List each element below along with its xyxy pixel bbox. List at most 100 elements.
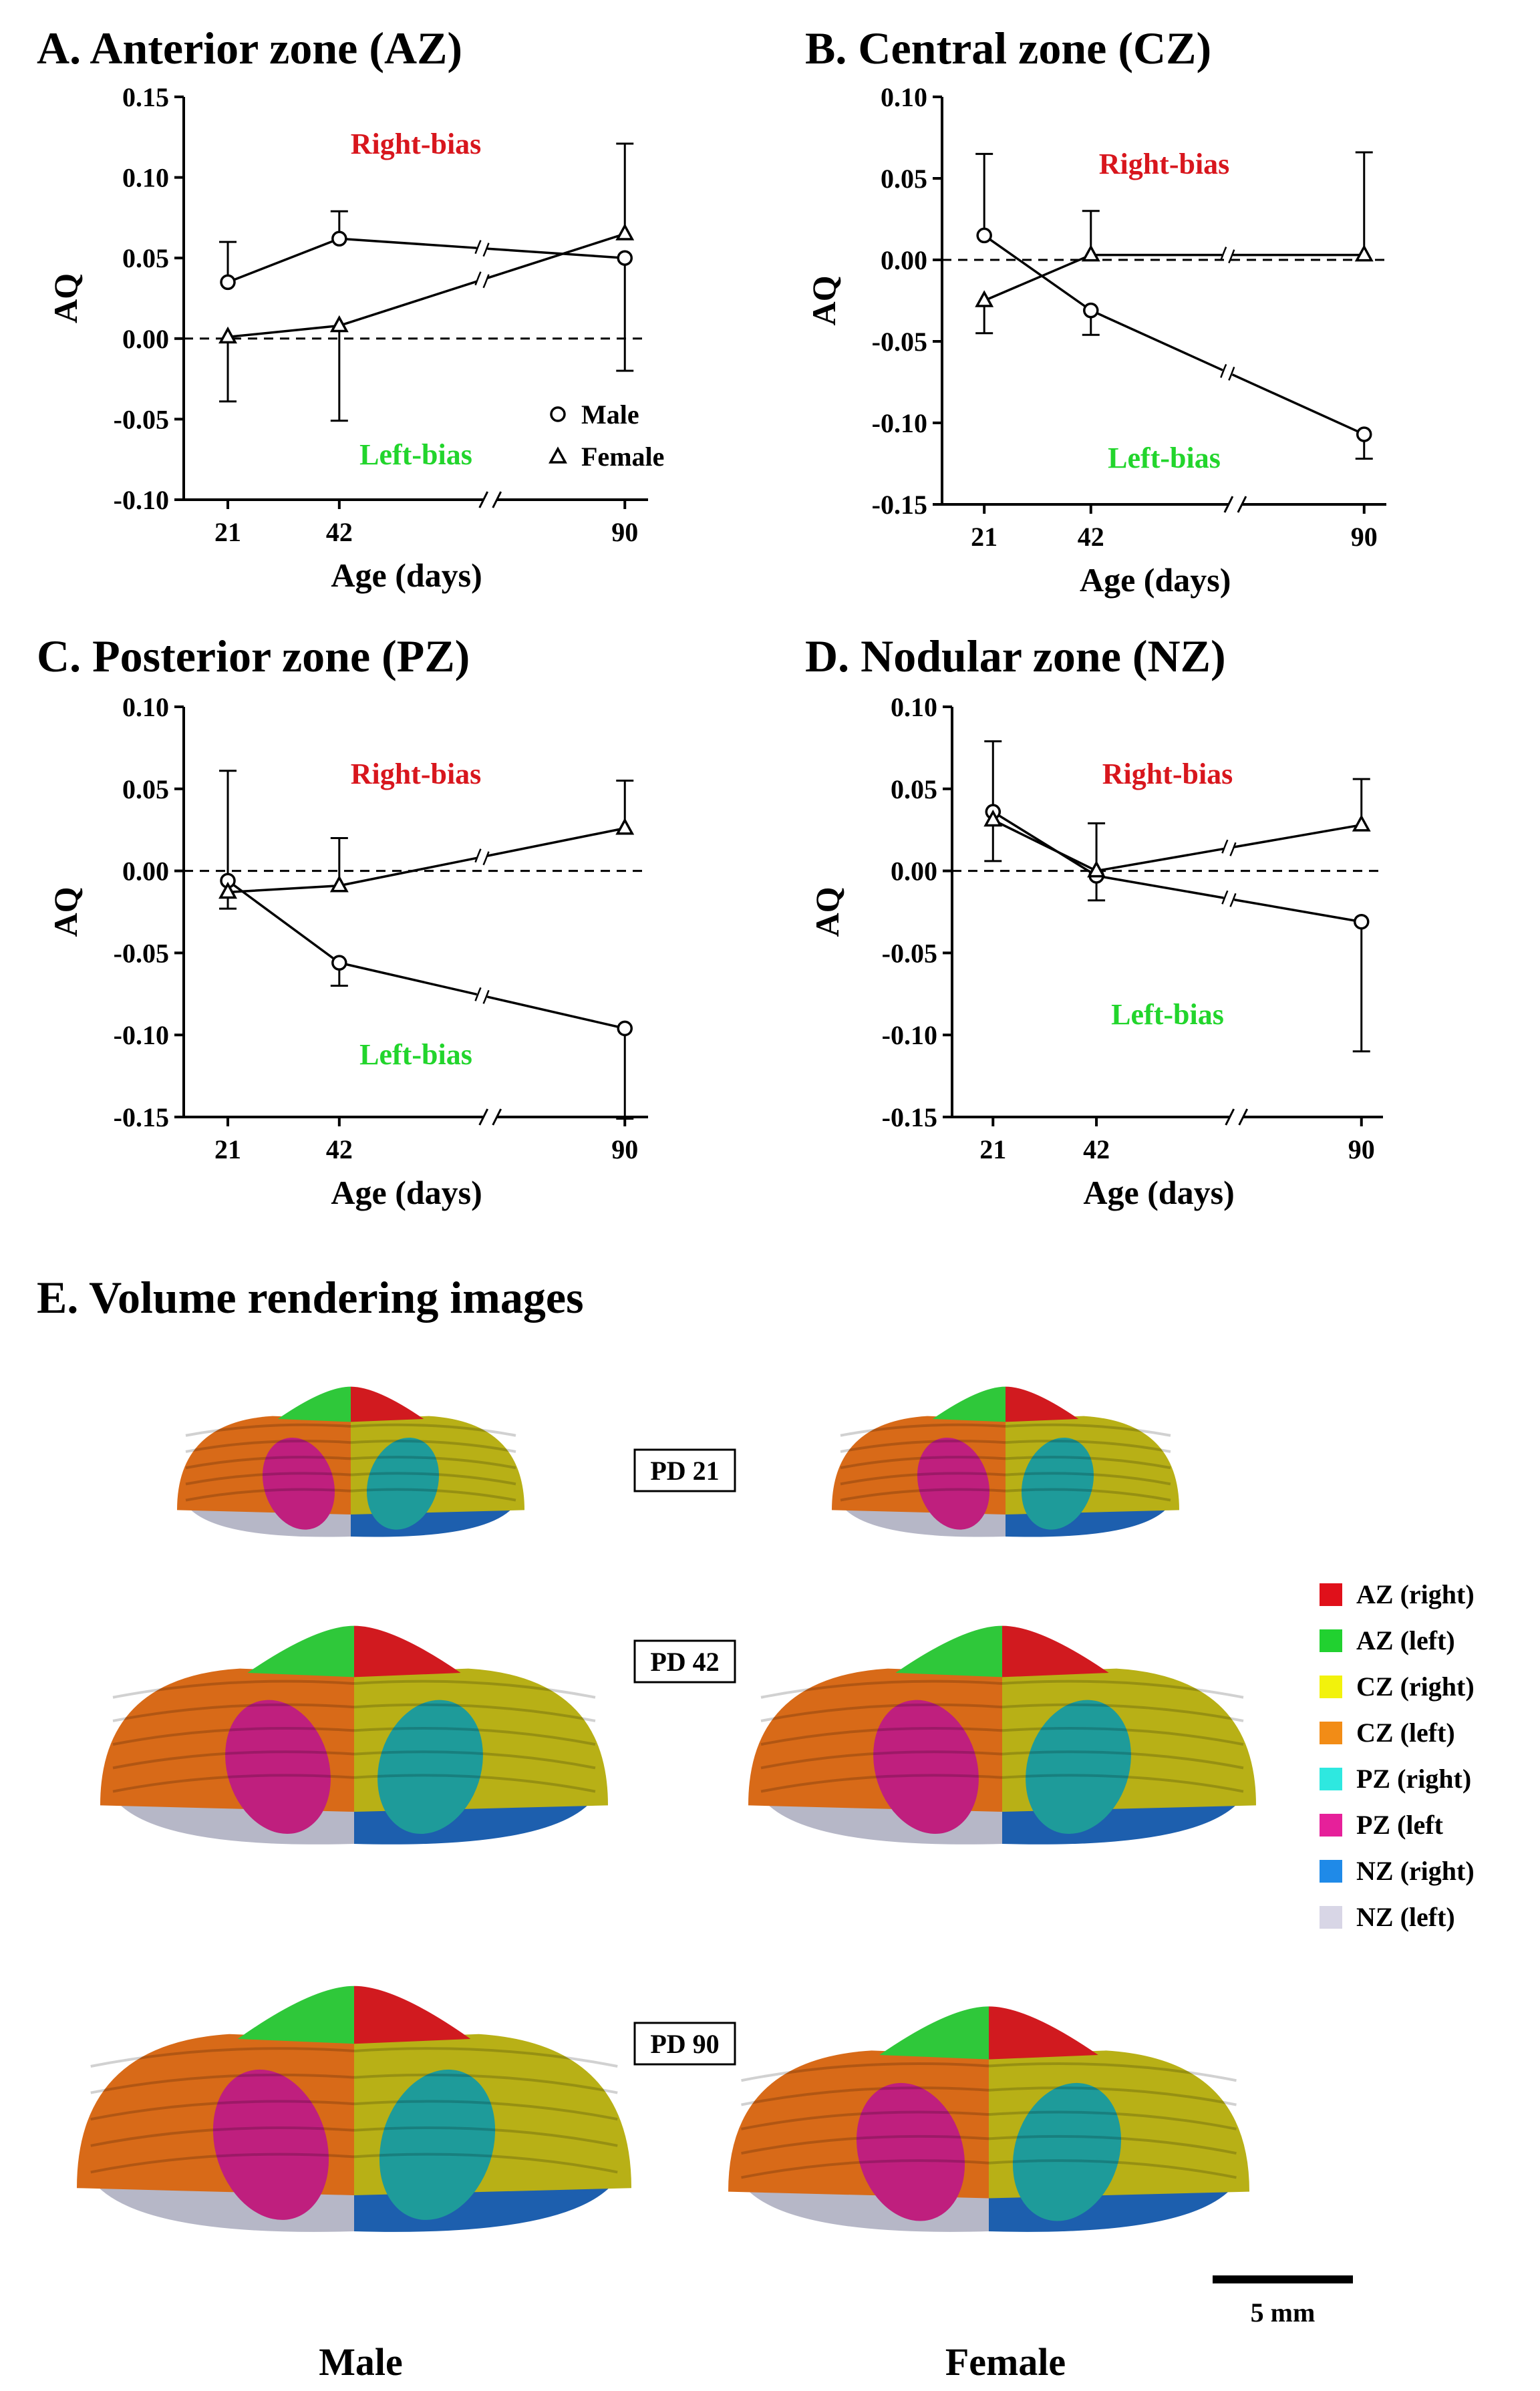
x-tick-label: 90 [1348, 1134, 1375, 1164]
y-tick-label: -0.15 [882, 1102, 937, 1132]
folia-line [185, 1439, 351, 1453]
x-axis-title: Age (days) [331, 556, 482, 594]
series-female [975, 151, 1374, 335]
x-tick-label: 21 [979, 1134, 1006, 1164]
folia-line [353, 2126, 618, 2147]
folia-line [353, 2047, 618, 2068]
series-line [227, 237, 477, 284]
folia-line [353, 2153, 618, 2174]
data-point-male [617, 250, 633, 266]
axis-break-mark [478, 1108, 502, 1126]
folia-line [1002, 1680, 1244, 1699]
legend-marker-male [550, 406, 566, 422]
right-bias-label: Right-bias [1102, 758, 1233, 790]
folia-line [185, 1488, 351, 1502]
data-point-male [220, 274, 236, 291]
x-tick-label: 90 [611, 1134, 638, 1164]
data-point-male [976, 227, 992, 244]
legend-label: NZ (right) [1356, 1856, 1475, 1886]
legend-label: AZ (left) [1356, 1625, 1455, 1655]
region-pz-left [225, 1700, 331, 1834]
region-az-right [989, 2006, 1098, 2060]
folia-line [353, 1727, 596, 1746]
left-bias-label: Left-bias [359, 438, 472, 471]
data-point-female [983, 809, 1003, 827]
legend-marker-female [549, 446, 567, 464]
x-tick-label: 21 [214, 1134, 241, 1164]
volume-renders [77, 1386, 1256, 2232]
y-tick-label: 0.15 [122, 82, 169, 112]
folia-line [840, 1472, 1006, 1486]
x-tick-label: 90 [1351, 522, 1378, 552]
legend-swatch [1320, 1768, 1342, 1790]
legend-label-male: Male [581, 400, 639, 430]
folia-line [112, 1703, 355, 1722]
series-line [226, 879, 478, 996]
pd-label-90: PD 90 [633, 2022, 736, 2066]
chart-title: C. Posterior zone (PZ) [37, 631, 470, 681]
folia-line [741, 2062, 989, 2082]
series-line [1233, 898, 1362, 923]
folia-line [760, 1680, 1003, 1699]
series-female [218, 142, 635, 422]
folia-line [1002, 1703, 1244, 1722]
x-tick-label: 42 [1083, 1134, 1110, 1164]
y-tick-label: 0.00 [122, 324, 169, 354]
series-line [487, 247, 625, 259]
y-tick-label: -0.10 [882, 1020, 937, 1050]
region-az-right [1002, 1625, 1109, 1678]
region-pz-right [366, 1437, 440, 1530]
legend-swatch [1320, 1629, 1342, 1652]
folia-line [741, 2086, 989, 2106]
line-charts: A. Anterior zone (AZ) 0.15 0.10 0.05 0.00 -0.… [37, 23, 1386, 1211]
pd-label-text: PD 90 [650, 2029, 719, 2059]
chart-legend: Male Female [549, 400, 664, 472]
data-point-male [1354, 913, 1370, 930]
folia-line [90, 2126, 355, 2147]
data-point-female [218, 881, 237, 899]
line-break-mark [1220, 247, 1235, 264]
region-az-right [354, 1985, 471, 2044]
legend-label: CZ (left) [1356, 1718, 1455, 1748]
data-point-female [615, 818, 635, 835]
pd-label-text: PD 21 [650, 1456, 719, 1486]
region-az-left [277, 1386, 351, 1422]
y-tick-label: -0.10 [114, 485, 169, 515]
y-tick-label: 0.05 [891, 774, 937, 804]
folia-line [112, 1727, 355, 1746]
region-pz-left [262, 1437, 335, 1530]
legend-swatch [1320, 1676, 1342, 1698]
line-break-mark [1220, 363, 1235, 381]
legend-label-female: Female [581, 442, 664, 472]
region-pz-left [856, 2082, 965, 2221]
cerebellum-render [77, 1985, 631, 2232]
data-point-male [1083, 302, 1099, 319]
folia-line [350, 1456, 516, 1470]
y-axis-title: AQ [808, 887, 846, 937]
folia-line [353, 1680, 596, 1699]
legend-swatch [1320, 1583, 1342, 1606]
y-tick-label: -0.10 [872, 408, 927, 438]
region-pz-right [1026, 1700, 1131, 1834]
folia-line [1002, 1774, 1244, 1793]
series-line [992, 818, 1224, 872]
series-line [1231, 373, 1365, 436]
folia-line [1002, 1750, 1244, 1770]
region-az-right [354, 1625, 461, 1678]
data-point-female [1354, 245, 1374, 262]
region-az-right [351, 1386, 424, 1422]
chart-D: D. Nodular zone (NZ) 0.10 0.05 0.00 -0.05 -0.… [805, 631, 1383, 1211]
x-axis-title: Age (days) [1083, 1174, 1234, 1211]
legend-swatch [1320, 1722, 1342, 1744]
folia-line [741, 2134, 989, 2155]
legend-swatch [1320, 1860, 1342, 1883]
series-female [983, 778, 1371, 878]
y-tick-label: 0.00 [891, 856, 937, 887]
y-axis-title: AQ [47, 887, 84, 937]
folia-line [760, 1750, 1003, 1770]
legend-swatch [1320, 1906, 1342, 1929]
line-break-mark [1221, 890, 1237, 907]
folia-line [1005, 1439, 1171, 1453]
column-caption-female: Female [945, 2340, 1066, 2384]
line-break-mark [474, 271, 490, 289]
